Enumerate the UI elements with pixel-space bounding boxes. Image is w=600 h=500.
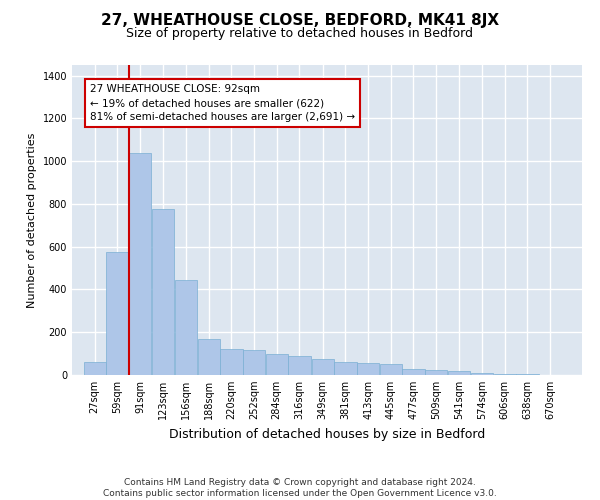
Bar xyxy=(220,350,242,375)
Bar xyxy=(357,363,379,375)
Bar xyxy=(129,152,151,375)
Bar xyxy=(402,368,425,375)
Bar xyxy=(494,374,516,375)
Text: Contains HM Land Registry data © Crown copyright and database right 2024.
Contai: Contains HM Land Registry data © Crown c… xyxy=(103,478,497,498)
Bar xyxy=(106,252,128,375)
Bar xyxy=(83,362,106,375)
X-axis label: Distribution of detached houses by size in Bedford: Distribution of detached houses by size … xyxy=(169,428,485,440)
Bar xyxy=(380,364,402,375)
Y-axis label: Number of detached properties: Number of detached properties xyxy=(27,132,37,308)
Bar xyxy=(448,370,470,375)
Bar xyxy=(197,338,220,375)
Text: 27 WHEATHOUSE CLOSE: 92sqm
← 19% of detached houses are smaller (622)
81% of sem: 27 WHEATHOUSE CLOSE: 92sqm ← 19% of deta… xyxy=(90,84,355,122)
Bar xyxy=(175,280,197,375)
Bar xyxy=(311,359,334,375)
Bar xyxy=(288,356,311,375)
Bar xyxy=(152,210,174,375)
Bar xyxy=(425,370,447,375)
Text: Size of property relative to detached houses in Bedford: Size of property relative to detached ho… xyxy=(127,28,473,40)
Bar xyxy=(471,373,493,375)
Bar xyxy=(517,374,539,375)
Bar xyxy=(266,354,288,375)
Bar xyxy=(243,350,265,375)
Bar xyxy=(334,362,356,375)
Text: 27, WHEATHOUSE CLOSE, BEDFORD, MK41 8JX: 27, WHEATHOUSE CLOSE, BEDFORD, MK41 8JX xyxy=(101,12,499,28)
